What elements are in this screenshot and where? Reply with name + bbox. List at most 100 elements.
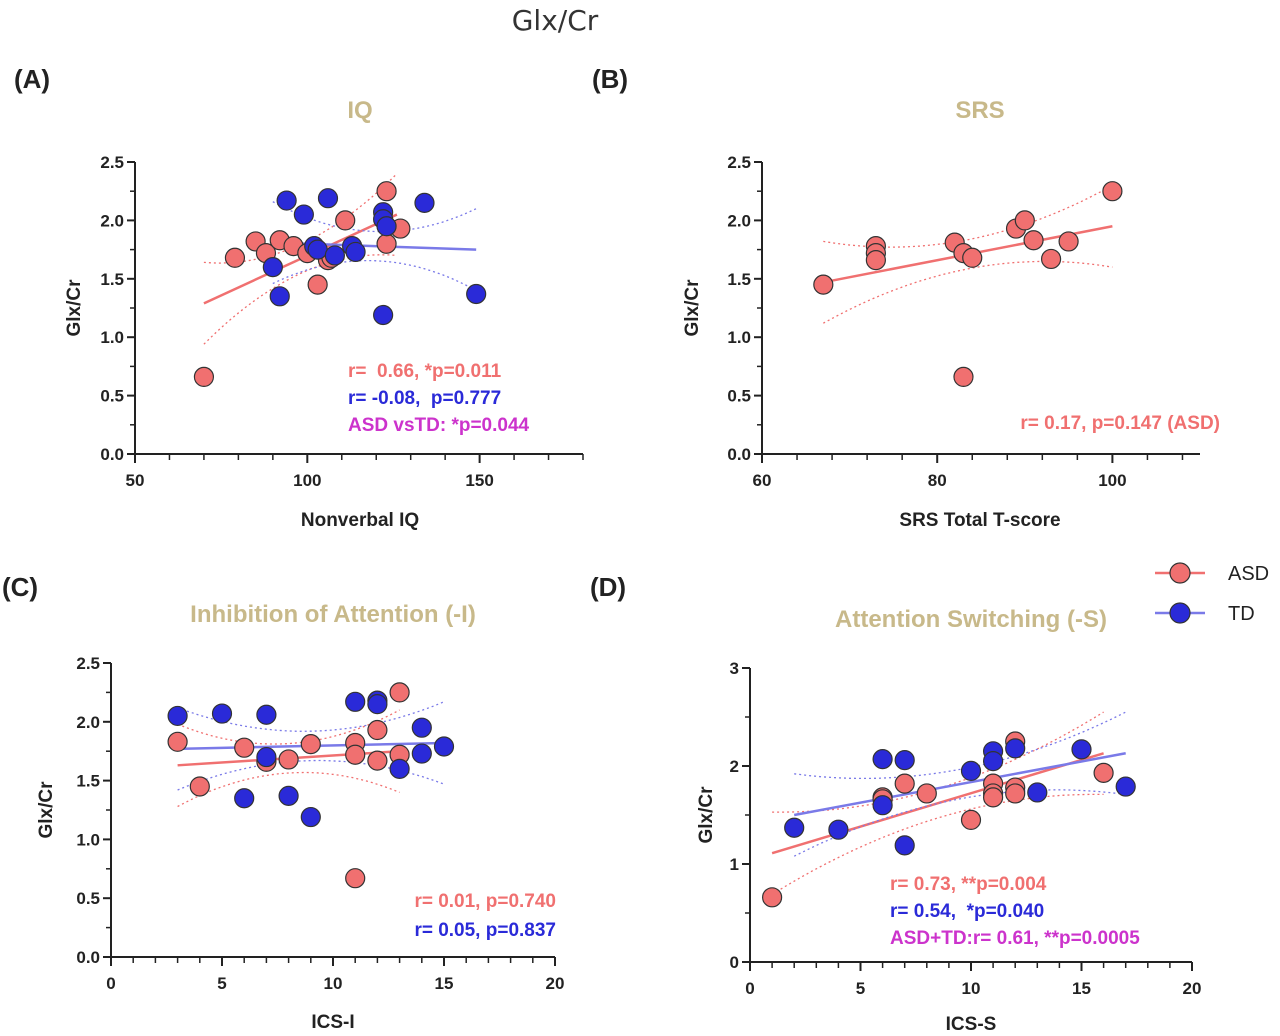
- data-point: [962, 247, 983, 268]
- data-point: [345, 744, 366, 765]
- x-tick-label: 10: [324, 974, 343, 993]
- y-tick-label: 1.5: [727, 270, 751, 289]
- x-tick-label: 60: [753, 471, 772, 490]
- x-tick-label: 100: [1098, 471, 1126, 490]
- y-axis-label: Glx/Cr: [36, 781, 57, 839]
- y-tick-label: 1.5: [76, 772, 100, 791]
- y-tick-label: 0.0: [727, 445, 751, 464]
- data-point: [345, 868, 366, 889]
- data-point: [211, 703, 233, 724]
- y-tick-label: 0.5: [100, 387, 124, 406]
- confidence-band-upper: [272, 201, 477, 233]
- x-axis-label: SRS Total T-score: [899, 510, 1060, 531]
- data-point: [960, 760, 982, 782]
- data-point: [167, 705, 188, 727]
- panel-title: IQ: [347, 97, 372, 124]
- data-point: [872, 795, 893, 816]
- data-point: [982, 787, 1004, 808]
- data-point: [376, 233, 397, 254]
- data-point: [894, 835, 915, 856]
- y-tick-label: 0.0: [76, 948, 100, 967]
- confidence-band-upper: [794, 711, 1126, 780]
- confidence-band-upper: [772, 711, 1104, 813]
- x-tick-label: 0: [745, 979, 754, 998]
- data-point: [433, 736, 455, 757]
- data-point: [466, 283, 487, 305]
- data-point: [300, 806, 321, 828]
- panel-label: (D): [590, 572, 626, 602]
- data-point: [828, 819, 849, 840]
- data-point: [300, 734, 321, 755]
- data-point: [278, 749, 299, 770]
- data-point: [307, 274, 328, 295]
- confidence-band-upper: [823, 184, 1113, 248]
- stats-annotation: ASD+TD:r= 0.61, **p=0.0005: [890, 928, 1140, 949]
- stats-annotation: r= 0.73, **p=0.004: [890, 874, 1047, 895]
- data-point: [1014, 210, 1035, 231]
- legend-asd-label: ASD: [1228, 563, 1269, 585]
- data-point: [389, 758, 410, 779]
- data-point: [256, 746, 277, 768]
- data-point: [414, 192, 435, 213]
- data-point: [367, 750, 388, 771]
- confidence-band-lower: [771, 793, 1104, 895]
- x-tick-label: 15: [435, 974, 454, 993]
- data-point: [167, 731, 188, 752]
- data-point: [894, 773, 915, 794]
- data-point: [389, 682, 410, 703]
- data-point: [276, 190, 297, 211]
- panel-title: SRS: [955, 97, 1004, 124]
- y-tick-label: 1.0: [76, 830, 100, 849]
- x-tick-label: 80: [928, 471, 947, 490]
- chart-panel-1: (A) IQ 0.0 0.5 1.0 1.5 2.0 2.5 50 100 150 Nonverbal…: [14, 64, 584, 531]
- data-point: [262, 257, 283, 278]
- stats-annotation: ASD vsTD: *p=0.044: [348, 415, 530, 436]
- figure-title: Glx/Cr: [512, 4, 599, 37]
- y-tick-label: 2.5: [100, 153, 124, 172]
- stats-annotation: r= 0.01, p=0.740: [414, 891, 556, 912]
- data-point: [1058, 231, 1079, 252]
- x-tick-label: 5: [217, 974, 226, 993]
- data-point: [373, 304, 394, 326]
- y-tick-label: 0.5: [727, 387, 751, 406]
- x-tick-label: 150: [465, 471, 493, 490]
- y-tick-label: 0.5: [76, 889, 100, 908]
- stats-annotation: r= 0.05, p=0.837: [414, 920, 556, 941]
- confidence-band-lower: [793, 789, 1126, 857]
- data-point: [345, 691, 366, 712]
- y-tick-label: 1.0: [100, 328, 124, 347]
- legend-td-label: TD: [1228, 603, 1255, 625]
- data-point: [411, 717, 432, 738]
- data-point: [960, 809, 982, 831]
- legend: ASD TD: [1155, 562, 1269, 625]
- data-point: [293, 204, 314, 225]
- stats-annotation: r= 0.17, p=0.147 (ASD): [1020, 413, 1220, 434]
- panel-label: (C): [2, 572, 38, 602]
- x-axis-label: ICS-S: [946, 1014, 997, 1035]
- data-point: [367, 719, 388, 741]
- y-tick-label: 1: [730, 855, 739, 874]
- data-point: [278, 785, 299, 806]
- data-point: [1005, 783, 1026, 804]
- data-point: [307, 239, 328, 260]
- data-point: [1023, 230, 1044, 251]
- x-axis-label: ICS-I: [311, 1012, 354, 1033]
- confidence-band-lower: [822, 260, 1113, 324]
- x-tick-label: 5: [856, 979, 865, 998]
- data-point: [1071, 739, 1092, 760]
- fit-line: [771, 752, 1104, 855]
- x-tick-label: 10: [962, 979, 981, 998]
- y-tick-label: 2.0: [727, 211, 751, 230]
- data-point: [865, 250, 886, 271]
- y-tick-label: 2.0: [76, 713, 100, 732]
- data-point: [317, 188, 339, 209]
- data-point: [953, 366, 974, 388]
- data-point: [234, 737, 255, 758]
- confidence-band-upper: [203, 173, 398, 264]
- data-point: [376, 181, 397, 202]
- data-point: [813, 274, 834, 295]
- data-point: [335, 210, 356, 231]
- data-point: [982, 750, 1004, 772]
- data-point: [784, 817, 805, 838]
